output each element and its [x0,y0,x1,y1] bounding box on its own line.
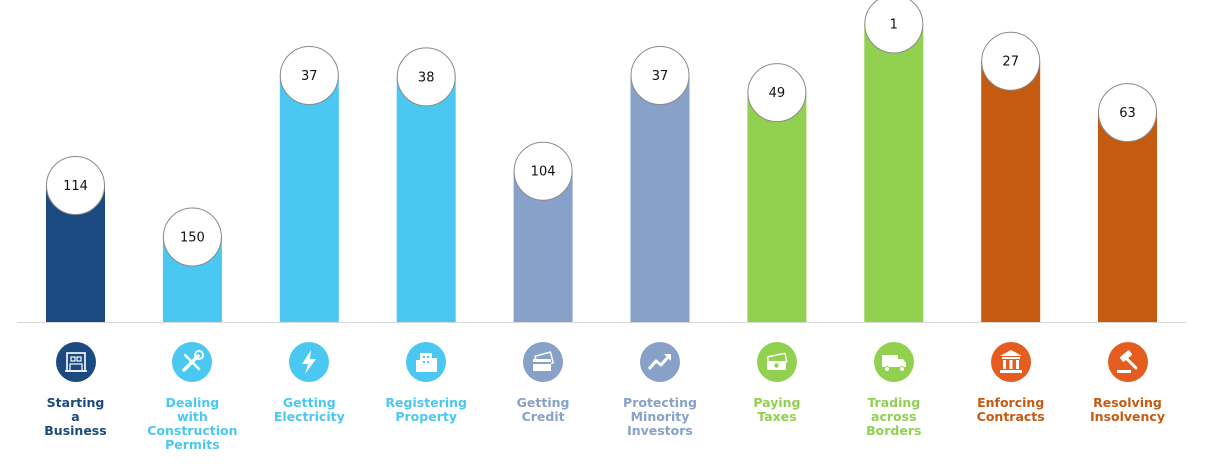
category-label: Trading across Borders [866,395,922,438]
category-label: Protecting Minority Investors [623,395,697,438]
bar [747,92,807,322]
value-label: 37 [301,69,318,84]
bar [279,75,339,322]
bar [1098,112,1157,322]
bar [630,75,690,322]
category-label: Resolving Insolvency [1090,395,1165,424]
value-badge [279,46,339,105]
value-badge [747,63,807,123]
value-badges-layer: 114 150 37 38 104 37 49 1 27 63 [46,0,1157,267]
lightning-icon [289,342,330,382]
value-label: 150 [180,231,205,246]
value-label: 37 [652,69,669,84]
value-label: 104 [531,165,556,180]
building-icon [55,342,96,382]
category-label: Starting a Business [44,395,107,438]
value-label: 114 [63,179,88,194]
category-label: Getting Electricity [273,395,345,424]
category-label: Registering Property [385,395,467,424]
value-badge [864,0,924,54]
value-badge [981,31,1041,91]
value-badge [162,207,222,267]
bar [981,61,1041,322]
bar [396,76,456,323]
value-label: 38 [418,70,435,85]
office-building-icon [406,342,447,382]
bar [864,24,924,322]
category-label: Dealing with Construction Permits [147,395,238,452]
value-label: 49 [769,86,786,101]
value-badge [1098,83,1157,143]
value-badge [396,47,456,107]
tools-icon [172,342,213,382]
value-badge [630,46,690,105]
value-label: 63 [1119,106,1136,121]
value-label: 27 [1002,55,1019,70]
credit-card-icon [523,342,564,382]
value-label: 1 [890,18,898,33]
trend-arrow-icon [640,342,680,382]
category-label: Enforcing Contracts [976,395,1045,424]
value-badge [46,156,105,215]
gavel-icon [1107,342,1148,382]
truck-icon [873,342,914,382]
value-badge [513,141,573,201]
money-icon [756,342,797,382]
courthouse-icon [990,342,1031,382]
category-label: Paying Taxes [753,395,801,424]
category-label: Getting Credit [516,395,570,424]
